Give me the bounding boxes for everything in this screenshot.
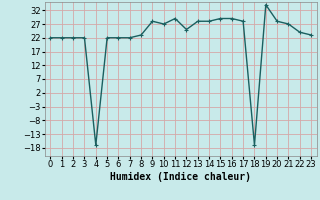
X-axis label: Humidex (Indice chaleur): Humidex (Indice chaleur) [110, 172, 251, 182]
